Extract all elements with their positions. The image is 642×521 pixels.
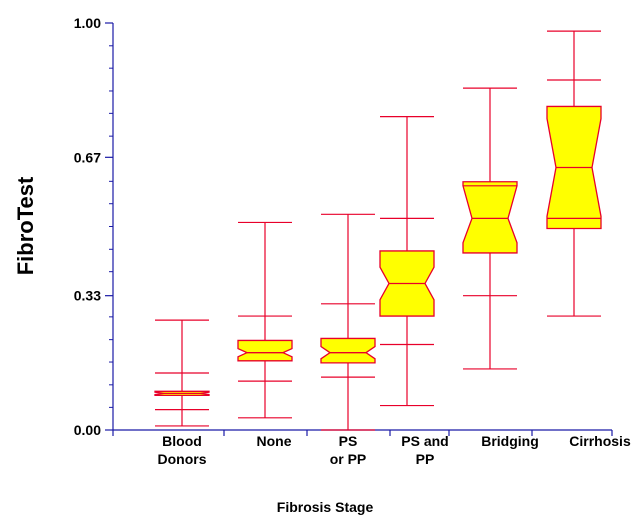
y-tick-label: 0.33 — [74, 288, 101, 304]
x-axis: Blood Donors None PS or PP PS and PP Bridging Ci… — [112, 429, 631, 467]
x-category-label: or PP — [330, 451, 367, 467]
x-category-label: Cirrhosis — [569, 433, 631, 449]
boxes — [154, 30, 602, 431]
box — [462, 181, 518, 254]
x-category-label: PP — [416, 451, 435, 467]
x-category-label: PS — [339, 433, 358, 449]
x-category-label: Blood — [162, 433, 202, 449]
y-tick-label: 0.00 — [74, 422, 101, 438]
y-tick-label: 0.67 — [74, 149, 101, 165]
y-axis-title: FibroTest — [13, 176, 38, 275]
x-category-label: Donors — [158, 451, 207, 467]
box-group — [320, 213, 376, 431]
box-group — [379, 116, 435, 407]
box — [320, 337, 376, 364]
box-group — [462, 87, 518, 370]
box-group — [546, 30, 602, 317]
x-category-label: Bridging — [481, 433, 539, 449]
box-group — [154, 319, 210, 427]
box — [237, 339, 293, 362]
x-axis-title: Fibrosis Stage — [277, 499, 374, 515]
x-category-label: PS and — [401, 433, 448, 449]
x-category-label: None — [257, 433, 292, 449]
y-tick-label: 1.00 — [74, 15, 101, 31]
y-axis: 0.00 0.33 0.67 1.00 — [74, 15, 114, 438]
box-group — [237, 221, 293, 419]
